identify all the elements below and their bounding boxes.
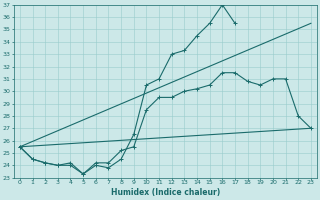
X-axis label: Humidex (Indice chaleur): Humidex (Indice chaleur): [111, 188, 220, 197]
